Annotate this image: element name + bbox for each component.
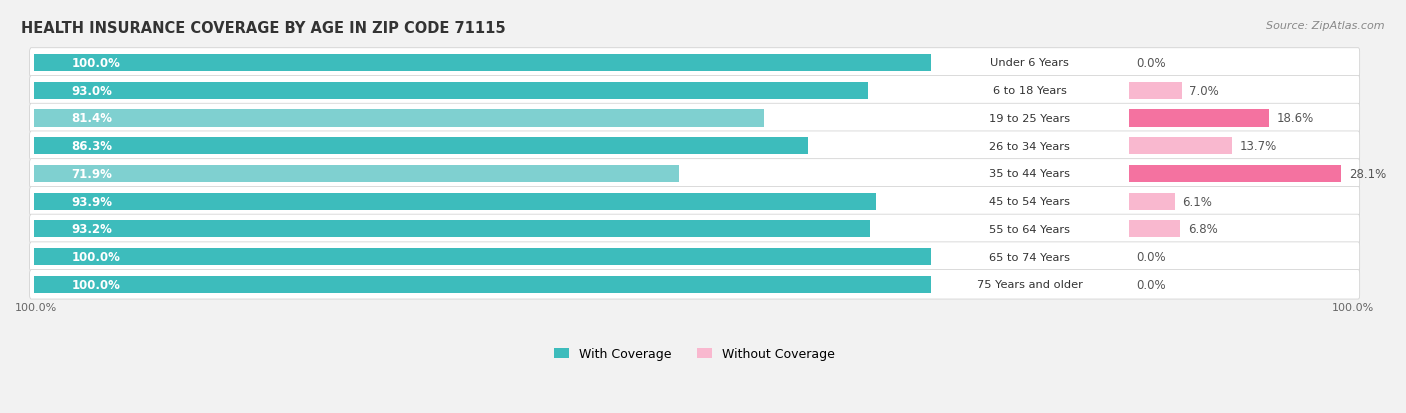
Text: 13.7%: 13.7% [1240,140,1277,153]
FancyBboxPatch shape [30,159,1360,189]
Bar [1129,193,1175,210]
Text: 86.3%: 86.3% [72,140,112,153]
Text: 93.9%: 93.9% [72,195,112,208]
Text: 6 to 18 Years: 6 to 18 Years [993,86,1067,96]
FancyBboxPatch shape [30,187,1360,216]
Text: 0.0%: 0.0% [1136,57,1166,70]
Text: 55 to 64 Years: 55 to 64 Years [990,224,1070,234]
Bar [1129,221,1180,238]
Text: 100.0%: 100.0% [1331,302,1374,312]
FancyBboxPatch shape [30,49,1360,78]
Text: 100.0%: 100.0% [15,302,58,312]
Text: 0.0%: 0.0% [1136,278,1166,291]
Bar [34,55,931,72]
Text: 35 to 44 Years: 35 to 44 Years [990,169,1070,179]
Text: 18.6%: 18.6% [1277,112,1315,125]
Bar [1129,138,1232,155]
Text: HEALTH INSURANCE COVERAGE BY AGE IN ZIP CODE 71115: HEALTH INSURANCE COVERAGE BY AGE IN ZIP … [21,21,506,36]
Text: 65 to 74 Years: 65 to 74 Years [990,252,1070,262]
Bar [34,138,808,155]
Text: 75 Years and older: 75 Years and older [977,280,1083,290]
Text: Source: ZipAtlas.com: Source: ZipAtlas.com [1267,21,1385,31]
Bar [1129,83,1182,100]
Bar [34,83,868,100]
Text: 6.1%: 6.1% [1182,195,1212,208]
Bar [1129,165,1341,183]
FancyBboxPatch shape [30,76,1360,106]
Bar [34,248,931,266]
Bar [34,110,763,127]
Bar [34,276,931,293]
FancyBboxPatch shape [30,242,1360,272]
Bar [1129,110,1270,127]
Text: 93.0%: 93.0% [72,85,112,97]
Text: 100.0%: 100.0% [72,250,121,263]
Bar [34,165,679,183]
Text: 100.0%: 100.0% [72,278,121,291]
FancyBboxPatch shape [30,270,1360,299]
Legend: With Coverage, Without Coverage: With Coverage, Without Coverage [550,342,839,366]
FancyBboxPatch shape [30,215,1360,244]
Bar [34,221,870,238]
Text: 26 to 34 Years: 26 to 34 Years [990,141,1070,151]
Text: 19 to 25 Years: 19 to 25 Years [990,114,1070,123]
Text: 100.0%: 100.0% [72,57,121,70]
Text: 7.0%: 7.0% [1189,85,1219,97]
FancyBboxPatch shape [30,104,1360,133]
FancyBboxPatch shape [30,132,1360,161]
Text: 45 to 54 Years: 45 to 54 Years [990,197,1070,206]
Text: 0.0%: 0.0% [1136,250,1166,263]
Text: 81.4%: 81.4% [72,112,112,125]
Text: 93.2%: 93.2% [72,223,112,236]
Text: 6.8%: 6.8% [1188,223,1218,236]
Bar [34,193,876,210]
Text: Under 6 Years: Under 6 Years [990,58,1069,68]
Text: 28.1%: 28.1% [1348,168,1386,180]
Text: 71.9%: 71.9% [72,168,112,180]
